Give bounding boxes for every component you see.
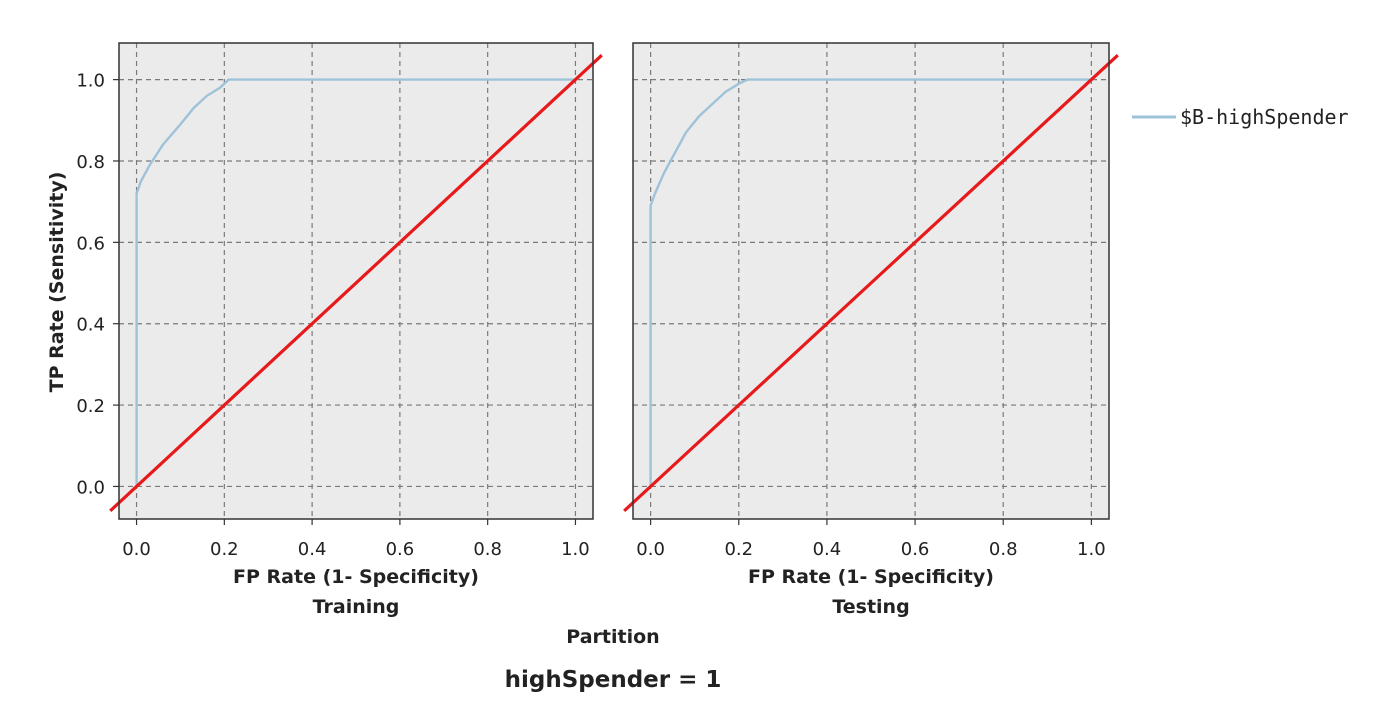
x-axis-title: FP Rate (1- Specificity)	[233, 566, 479, 588]
x-tick-label: 0.8	[473, 539, 502, 560]
y-tick-label: 1.0	[76, 71, 105, 92]
chart-title: highSpender = 1	[505, 667, 722, 693]
legend: $B-highSpender	[1132, 105, 1349, 129]
panel-label: Training	[313, 596, 400, 618]
x-tick-label: 0.8	[989, 539, 1018, 560]
roc-curve	[649, 78, 1092, 487]
plot-frame	[632, 42, 1110, 520]
x-tick-label: 0.2	[724, 539, 753, 560]
diagonal-reference-line	[623, 54, 1119, 513]
y-tick-label: 0.2	[76, 396, 105, 417]
x-tick-label: 0.4	[298, 539, 327, 560]
diagonal-reference-line	[109, 54, 603, 513]
roc-curve	[135, 78, 576, 487]
y-axis-title: TP Rate (Sensitivity)	[46, 172, 68, 393]
plot-frame	[118, 42, 594, 520]
y-tick-label: 0.0	[76, 477, 105, 498]
panel-training: 0.0 0.2 0.4 0.6 0.8 1.0 0.0 0.2 0.4 0.6 0.8 1.0 FP R…	[76, 42, 603, 618]
y-tick-label: 0.4	[76, 315, 105, 336]
legend-label-roc: $B-highSpender	[1180, 105, 1349, 129]
chart-panels: 0.0 0.2 0.4 0.6 0.8 1.0 0.0 0.2 0.4 0.6 0.8 1.0 FP R…	[76, 42, 1119, 618]
panel-label: Testing	[832, 596, 909, 618]
x-tick-label: 0.0	[636, 539, 665, 560]
x-tick-label: 0.0	[122, 539, 151, 560]
x-tick-label: 1.0	[561, 539, 590, 560]
x-tick-label: 1.0	[1077, 539, 1106, 560]
partition-axis-title: Partition	[566, 626, 659, 648]
y-tick-label: 0.8	[76, 152, 105, 173]
panel-testing: 0.0 0.2 0.4 0.6 0.8 1.0 FP Rate (1- Specificit…	[623, 42, 1119, 618]
y-tick-label: 0.6	[76, 233, 105, 254]
x-axis-title: FP Rate (1- Specificity)	[748, 566, 994, 588]
x-tick-label: 0.4	[813, 539, 842, 560]
x-tick-label: 0.6	[386, 539, 415, 560]
x-tick-label: 0.2	[210, 539, 239, 560]
x-tick-label: 0.6	[901, 539, 930, 560]
